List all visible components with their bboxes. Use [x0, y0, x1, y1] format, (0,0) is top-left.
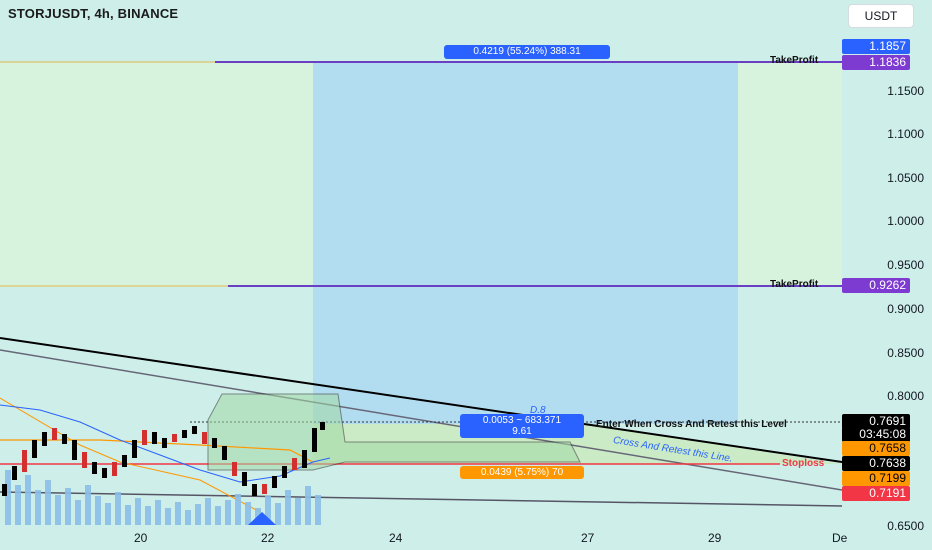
entry-info-line2: 9.61 — [512, 426, 532, 437]
badge-stoploss: 0.7191 — [842, 486, 910, 501]
badge-level-a: 0.7658 — [842, 441, 910, 456]
badge-take-profit-1: 1.1836 — [842, 55, 910, 70]
candles — [2, 422, 325, 496]
price-label-0850: 0.8500 — [887, 346, 924, 360]
time-label-29: 29 — [708, 531, 722, 545]
price-label-1100: 1.1000 — [887, 127, 924, 141]
time-label-24: 24 — [389, 531, 403, 545]
price-label-1000: 1.0000 — [887, 214, 924, 228]
price-label-0900: 0.9000 — [887, 302, 924, 316]
symbol-title: STORJUSDT, 4h, BINANCE — [8, 6, 179, 21]
trendline-black[interactable] — [0, 337, 843, 463]
badge-current-price: 0.7691 — [842, 414, 910, 429]
time-label-20: 20 — [134, 531, 148, 545]
entry-info-line1: 0.0053 ~ 683.371 — [482, 415, 562, 426]
badge-high: 1.1857 — [842, 39, 910, 54]
entry-annotation: Enter When Cross And Retest this Level — [596, 419, 787, 430]
small-annotation: D.8 — [530, 405, 546, 416]
time-label-22: 22 — [261, 531, 275, 545]
trendline-lower[interactable] — [0, 491, 843, 507]
take-profit-label-1: TakeProfit — [770, 55, 819, 66]
loss-info-box: 0.0439 (5.75%) 70 — [460, 466, 584, 479]
price-label-1050: 1.0500 — [887, 171, 924, 185]
volume-bars — [5, 470, 321, 525]
stoploss-label: Stoploss — [782, 458, 825, 469]
currency-selector-button[interactable]: USDT — [848, 4, 914, 28]
badge-countdown: 03:45:08 — [842, 427, 910, 442]
time-label-dec: De — [832, 531, 848, 545]
price-label-0950: 0.9500 — [887, 258, 924, 272]
price-label-0800: 0.8000 — [887, 389, 924, 403]
badge-level-c: 0.7199 — [842, 471, 910, 486]
time-label-27: 27 — [581, 531, 595, 545]
trendline-gray[interactable] — [0, 349, 843, 491]
price-label-0650: 0.6500 — [887, 519, 924, 533]
profit-info-box: 0.4219 (55.24%) 388.31 — [444, 45, 610, 59]
price-label-1150: 1.1500 — [887, 84, 924, 98]
take-profit-label-2: TakeProfit — [770, 279, 819, 290]
profit-zone — [313, 62, 738, 424]
entry-info-box: 0.0053 ~ 683.371 9.61 — [460, 414, 584, 438]
badge-take-profit-2: 0.9262 — [842, 278, 910, 293]
signal-marker — [248, 512, 276, 525]
badge-level-b: 0.7638 — [842, 456, 910, 471]
